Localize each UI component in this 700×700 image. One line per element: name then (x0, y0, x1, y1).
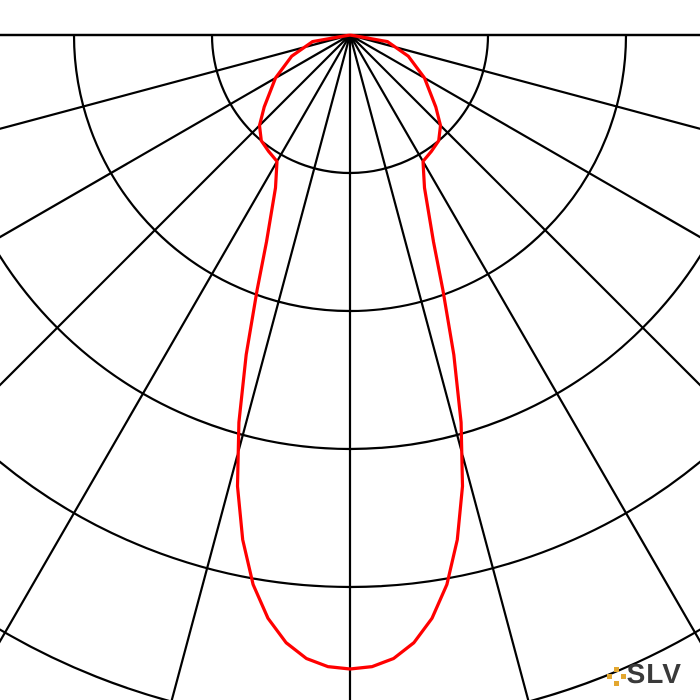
polar-chart-container: SLV (0, 0, 700, 700)
polar-chart-svg (0, 0, 700, 700)
brand-logo: SLV (607, 658, 682, 690)
brand-logo-mark (607, 660, 625, 688)
brand-logo-text: SLV (627, 658, 682, 690)
polar-grid (0, 35, 700, 700)
